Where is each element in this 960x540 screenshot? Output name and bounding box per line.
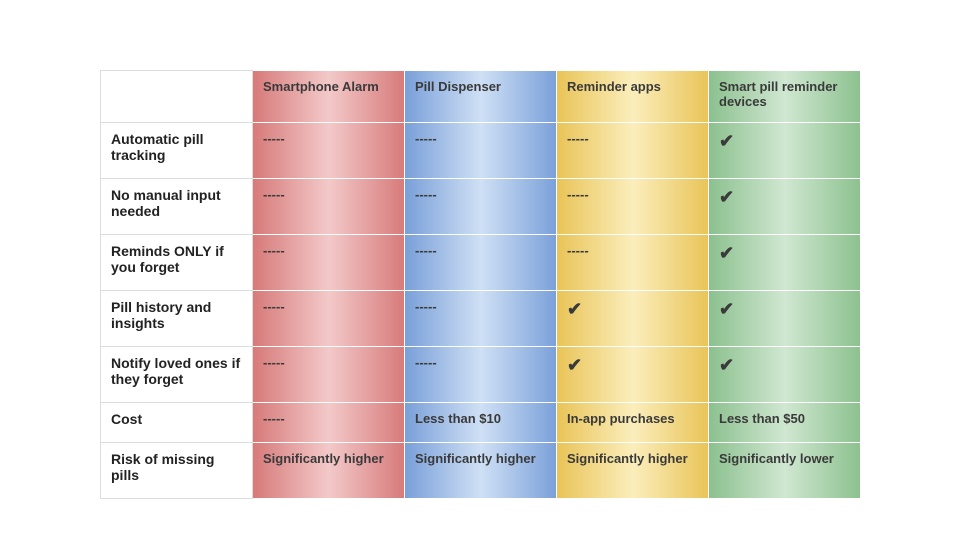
column-header: Smartphone Alarm <box>253 71 405 123</box>
table-cell: ✔ <box>709 235 861 291</box>
table-cell: ✔ <box>557 347 709 403</box>
table-cell: In-app purchases <box>557 403 709 443</box>
comparison-table: Smartphone AlarmPill DispenserReminder a… <box>100 70 861 499</box>
table-cell: ✔ <box>709 347 861 403</box>
table-cell: Significantly higher <box>557 443 709 499</box>
header-blank <box>101 71 253 123</box>
table-row: Automatic pill tracking---------------✔ <box>101 123 861 179</box>
check-icon: ✔ <box>719 187 734 207</box>
table-cell: ----- <box>557 235 709 291</box>
table-cell: ----- <box>253 291 405 347</box>
check-icon: ✔ <box>719 355 734 375</box>
row-label: Notify loved ones if they forget <box>101 347 253 403</box>
row-label: Automatic pill tracking <box>101 123 253 179</box>
column-header: Reminder apps <box>557 71 709 123</box>
table-cell: ✔ <box>709 123 861 179</box>
table-cell: ✔ <box>709 291 861 347</box>
table-cell: ----- <box>253 123 405 179</box>
table-cell: ----- <box>253 179 405 235</box>
table-cell: Significantly higher <box>405 443 557 499</box>
table-cell: ----- <box>253 403 405 443</box>
check-icon: ✔ <box>719 131 734 151</box>
table-cell: ----- <box>253 235 405 291</box>
row-label: Pill history and insights <box>101 291 253 347</box>
table-cell: Significantly higher <box>253 443 405 499</box>
table-cell: Less than $50 <box>709 403 861 443</box>
table-cell: ✔ <box>709 179 861 235</box>
column-header: Smart pill reminder devices <box>709 71 861 123</box>
table-row: Cost-----Less than $10In-app purchasesLe… <box>101 403 861 443</box>
row-label: Risk of missing pills <box>101 443 253 499</box>
table-cell: Significantly lower <box>709 443 861 499</box>
check-icon: ✔ <box>719 299 734 319</box>
row-label: Reminds ONLY if you forget <box>101 235 253 291</box>
table-row: Reminds ONLY if you forget--------------… <box>101 235 861 291</box>
table-cell: Less than $10 <box>405 403 557 443</box>
table-row: Risk of missing pillsSignificantly highe… <box>101 443 861 499</box>
column-header: Pill Dispenser <box>405 71 557 123</box>
row-label: Cost <box>101 403 253 443</box>
check-icon: ✔ <box>719 243 734 263</box>
table-cell: ----- <box>557 123 709 179</box>
table-row: No manual input needed---------------✔ <box>101 179 861 235</box>
table-cell: ----- <box>405 179 557 235</box>
table-cell: ✔ <box>557 291 709 347</box>
table-cell: ----- <box>405 347 557 403</box>
check-icon: ✔ <box>567 355 582 375</box>
check-icon: ✔ <box>567 299 582 319</box>
table-cell: ----- <box>405 291 557 347</box>
table-cell: ----- <box>405 235 557 291</box>
table-cell: ----- <box>405 123 557 179</box>
table-cell: ----- <box>557 179 709 235</box>
table-cell: ----- <box>253 347 405 403</box>
row-label: No manual input needed <box>101 179 253 235</box>
table-row: Notify loved ones if they forget--------… <box>101 347 861 403</box>
table-row: Pill history and insights----------✔✔ <box>101 291 861 347</box>
